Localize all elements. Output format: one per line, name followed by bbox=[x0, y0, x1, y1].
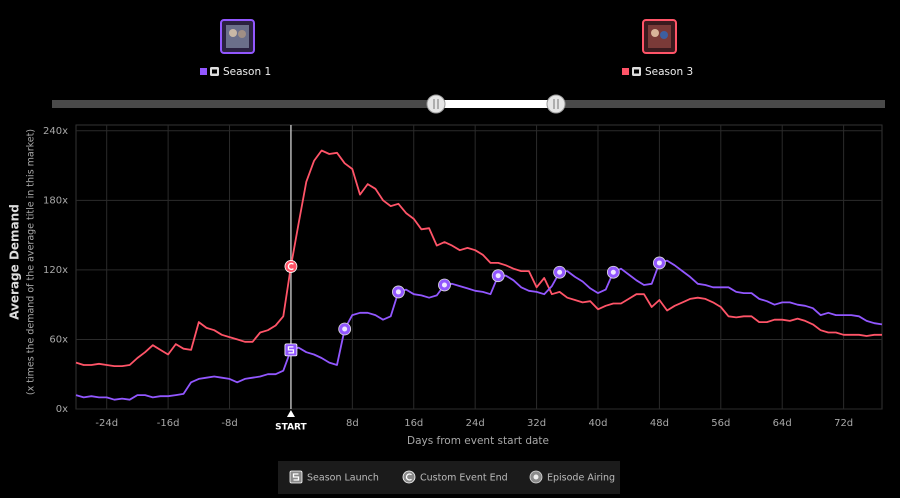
x-tick-label: 16d bbox=[404, 418, 423, 429]
marker-circle bbox=[402, 470, 416, 484]
event-marker bbox=[402, 470, 416, 484]
thumbnail-figure bbox=[660, 31, 668, 39]
start-indicator bbox=[286, 410, 295, 417]
x-tick-label: 72d bbox=[834, 418, 853, 429]
marker-dot bbox=[342, 326, 348, 332]
series-line bbox=[75, 259, 883, 401]
marker-legend: Season Launch Custom Event End Episode Air… bbox=[289, 470, 615, 484]
marker-legend-box bbox=[278, 461, 620, 494]
marker-glyph bbox=[292, 473, 300, 481]
marker-dot bbox=[395, 289, 401, 295]
legend-item[interactable]: Season 3 bbox=[622, 66, 693, 78]
x-tick-label: 24d bbox=[466, 418, 485, 429]
x-tick-label: -24d bbox=[95, 418, 118, 429]
series-legend: Season 1 Season 3 bbox=[200, 66, 693, 78]
event-marker bbox=[491, 269, 505, 283]
legend-icon-inner bbox=[634, 69, 639, 74]
y-tick-label: 0x bbox=[56, 404, 68, 415]
marker-glyph bbox=[405, 473, 412, 481]
event-marker bbox=[284, 343, 298, 357]
x-tick-label: START bbox=[275, 423, 307, 433]
x-tick-label: 56d bbox=[711, 418, 730, 429]
event-marker bbox=[529, 470, 543, 484]
marker-legend-label: Season Launch bbox=[307, 473, 379, 484]
marker-dot bbox=[495, 273, 501, 279]
y-axis-title: Average Demand bbox=[8, 204, 22, 320]
x-tick-label: -8d bbox=[221, 418, 237, 429]
event-marker bbox=[289, 470, 303, 484]
marker-dot bbox=[557, 269, 563, 275]
thumbnail-season-3[interactable] bbox=[642, 19, 677, 54]
thumbnail-season-1[interactable] bbox=[220, 19, 255, 54]
legend-swatch bbox=[200, 68, 207, 75]
event-marker bbox=[438, 278, 451, 292]
event-marker bbox=[553, 265, 566, 279]
event-marker bbox=[284, 260, 298, 273]
x-tick-label: 40d bbox=[588, 418, 607, 429]
y-tick-label: 180x bbox=[43, 195, 68, 206]
x-axis-title: Days from event start date bbox=[407, 435, 549, 447]
thumbnail-image bbox=[226, 25, 249, 48]
marker-legend-label: Custom Event End bbox=[420, 473, 508, 484]
y-tick-label: 240x bbox=[43, 126, 68, 137]
marker-glyph bbox=[287, 346, 295, 354]
x-tick-label: 64d bbox=[773, 418, 792, 429]
x-tick-label: -16d bbox=[157, 418, 180, 429]
range-slider-handle[interactable] bbox=[426, 94, 446, 114]
marker-glyph bbox=[287, 262, 294, 271]
y-axis-subtitle: (x times the demand of the average title… bbox=[26, 129, 37, 395]
thumbnail-figure bbox=[651, 29, 659, 37]
marker-dot bbox=[656, 260, 662, 266]
event-marker bbox=[606, 265, 620, 279]
marker-dot bbox=[533, 474, 539, 480]
marker-legend-label: Episode Airing bbox=[547, 473, 615, 484]
legend-label: Season 1 bbox=[223, 66, 271, 78]
series-line bbox=[75, 149, 882, 367]
legend-icon-inner bbox=[212, 69, 217, 74]
event-marker bbox=[652, 256, 666, 270]
event-marker bbox=[338, 322, 352, 336]
legend-swatch bbox=[622, 68, 629, 75]
marker-dot bbox=[610, 269, 616, 275]
x-tick-label: 8d bbox=[346, 418, 359, 429]
legend-item[interactable]: Season 1 bbox=[200, 66, 271, 78]
marker-circle bbox=[284, 260, 298, 273]
x-tick-label: 48d bbox=[650, 418, 669, 429]
event-marker bbox=[391, 285, 405, 299]
thumbnail-figure bbox=[229, 29, 237, 37]
range-slider-selection[interactable] bbox=[436, 100, 556, 108]
y-tick-label: 120x bbox=[43, 265, 68, 276]
thumbnail-figure bbox=[238, 30, 246, 38]
y-tick-label: 60x bbox=[49, 334, 68, 345]
legend-label: Season 3 bbox=[645, 66, 693, 78]
marker-dot bbox=[441, 282, 447, 288]
x-tick-label: 32d bbox=[527, 418, 546, 429]
range-slider-handle[interactable] bbox=[546, 94, 566, 114]
